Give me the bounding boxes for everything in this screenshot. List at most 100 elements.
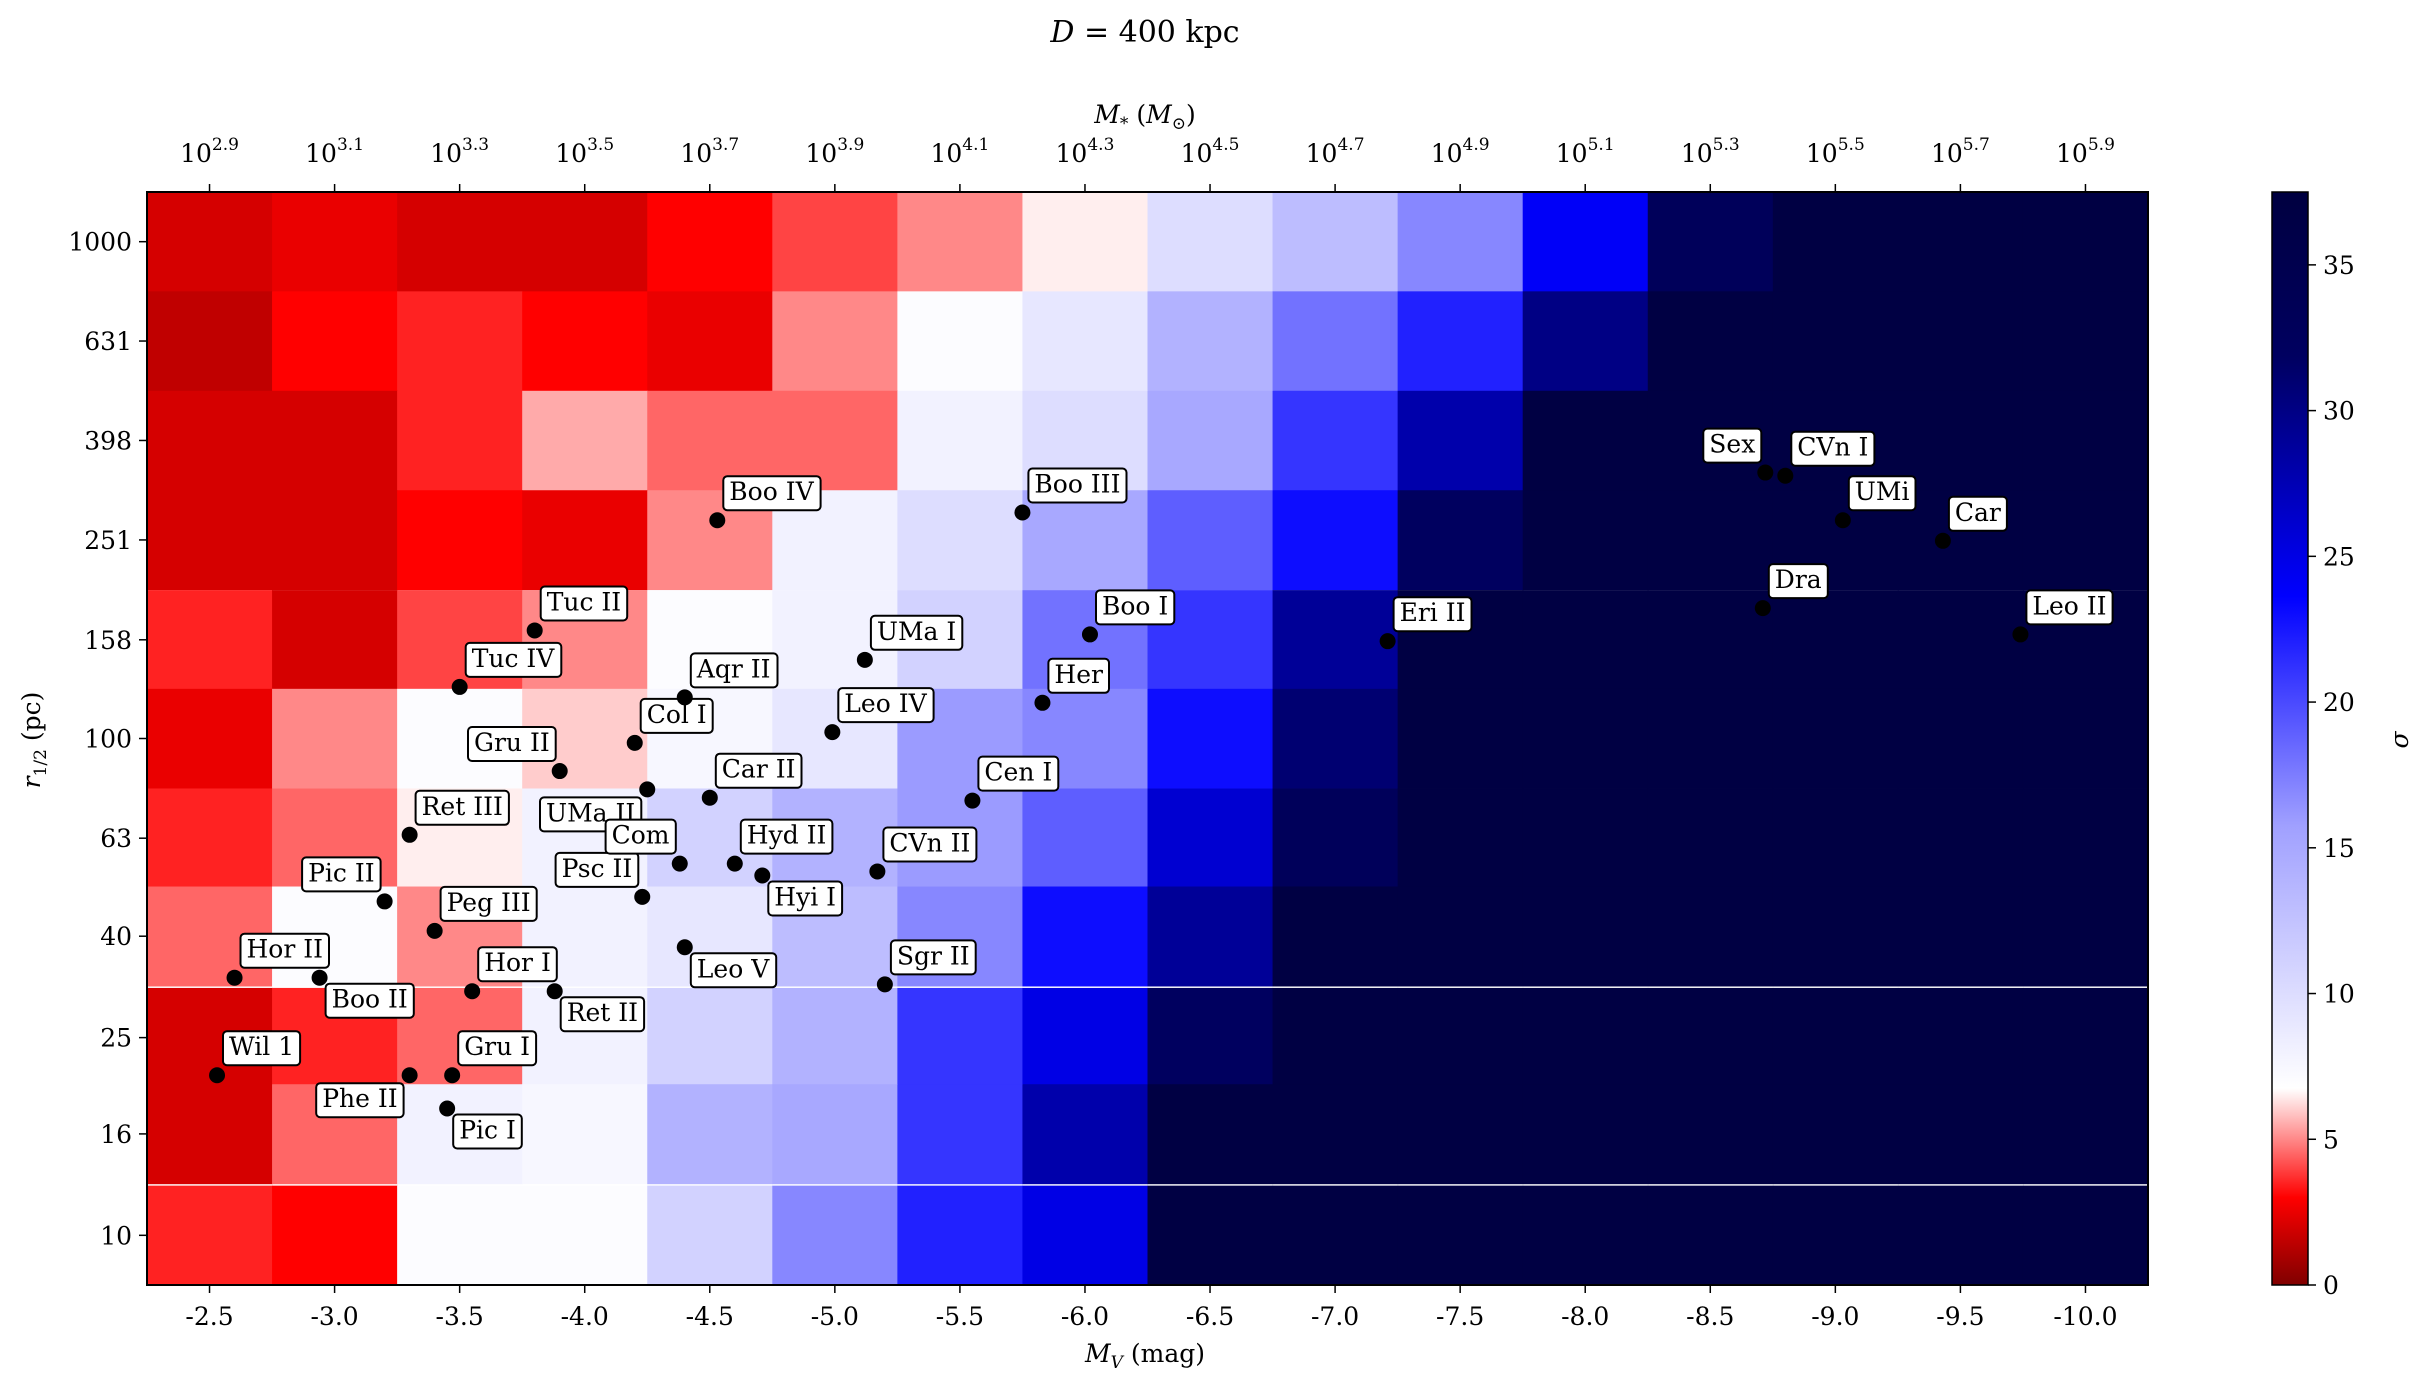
heatmap-cell <box>772 987 898 1088</box>
top-tick-label: 105.1 <box>1556 135 1615 168</box>
galaxy-point: Sex <box>1702 427 1774 481</box>
x-tick-label: -3.0 <box>310 1302 358 1331</box>
heatmap-cell <box>1897 390 2024 491</box>
galaxy-label: UMi <box>1855 477 1910 506</box>
galaxy-label: Tuc IV <box>472 644 556 673</box>
x-tick-label: -5.5 <box>936 1302 984 1331</box>
heatmap-cell <box>1897 590 2024 691</box>
heatmap-cell <box>1147 490 1274 591</box>
heatmap-cell <box>147 788 273 889</box>
top-tick-label: 105.3 <box>1681 135 1740 168</box>
heatmap-cell <box>1147 192 1274 292</box>
heatmap-cell <box>2022 688 2149 789</box>
heatmap-cell <box>522 192 648 292</box>
heatmap-cell <box>2022 490 2149 591</box>
top-tick-label: 103.9 <box>805 135 864 168</box>
heatmap-cell <box>1272 1084 1399 1185</box>
heatmap-cell <box>1897 192 2024 292</box>
galaxy-dot <box>376 893 393 910</box>
heatmap-cell <box>1397 1185 1524 1286</box>
galaxy-label: Her <box>1054 660 1103 689</box>
heatmap-cell <box>1147 1084 1274 1185</box>
galaxy-point: Boo II <box>311 969 415 1019</box>
galaxy-label: Phe II <box>322 1084 397 1113</box>
heatmap-cell <box>1897 291 2024 392</box>
colorbar-tick-label: 0 <box>2323 1271 2339 1300</box>
x-tick-label: -9.0 <box>1811 1302 1859 1331</box>
heatmap-cell <box>272 390 398 491</box>
chart-title: D = 400 kpc <box>1049 15 1239 50</box>
heatmap-cell <box>1897 688 2024 789</box>
galaxy-dot <box>401 1067 418 1084</box>
heatmap-cell <box>1022 291 1149 392</box>
heatmap-cell <box>1897 788 2024 889</box>
galaxy-label: Dra <box>1775 565 1822 594</box>
heatmap-cell <box>1522 1084 1649 1185</box>
y-tick-label: 25 <box>100 1024 132 1053</box>
heatmap-cell <box>272 490 398 591</box>
galaxy-dot <box>1757 464 1774 481</box>
heatmap-cell <box>1147 788 1274 889</box>
heatmap-cell <box>2022 390 2149 491</box>
heatmap-cell <box>1897 987 2024 1088</box>
heatmap-cell <box>1022 1084 1149 1185</box>
heatmap-cell <box>522 490 648 591</box>
galaxy-label-box <box>1790 430 1876 467</box>
heatmap-cell <box>1647 886 1774 987</box>
galaxy-point: Com <box>604 818 688 872</box>
top-tick-label: 105.7 <box>1931 135 1990 168</box>
heatmap-cell <box>147 390 273 491</box>
galaxy-point: Ret II <box>546 983 646 1033</box>
x-tick-label: -4.5 <box>686 1302 734 1331</box>
heatmap-cell <box>1272 688 1399 789</box>
galaxy-label: Aqr II <box>696 654 771 683</box>
colorbar-tick-label: 20 <box>2323 688 2355 717</box>
galaxy-label: Car <box>1955 498 2001 527</box>
galaxy-dot <box>709 512 726 529</box>
colorbar-tick-label: 5 <box>2323 1125 2339 1154</box>
heatmap-cell <box>1022 1185 1149 1286</box>
galaxy-dot <box>1014 504 1031 521</box>
x-tick-label: -6.5 <box>1186 1302 1234 1331</box>
heatmap-cell <box>772 1084 898 1185</box>
heatmap-cell <box>1522 688 1649 789</box>
heatmap-cell <box>1772 688 1899 789</box>
heatmap-cell <box>2022 1084 2149 1185</box>
galaxy-label-box <box>2025 589 2114 626</box>
heatmap-cell <box>1647 291 1774 392</box>
galaxy-dot <box>824 724 841 741</box>
heatmap-cell <box>1022 886 1149 987</box>
galaxy-label: Ret III <box>422 792 503 821</box>
heatmap-cell <box>1522 987 1649 1088</box>
galaxy-dot <box>426 922 443 939</box>
galaxy-label: Psc II <box>562 854 633 883</box>
galaxy-label-box <box>882 826 978 863</box>
galaxy-label-box <box>1095 589 1176 626</box>
top-tick-label: 104.9 <box>1431 135 1490 168</box>
x-tick-label: -9.5 <box>1936 1302 1984 1331</box>
galaxy-dot <box>209 1067 226 1084</box>
heatmap-cell <box>897 1185 1024 1286</box>
galaxy-label-box <box>1027 467 1128 504</box>
heatmap-cell <box>1397 490 1524 591</box>
heatmap-cell <box>1147 291 1274 392</box>
galaxy-dot <box>311 969 328 986</box>
galaxy-point: Leo II <box>2012 589 2114 643</box>
heatmap-cell <box>2022 291 2149 392</box>
heatmap-cell <box>1397 291 1524 392</box>
galaxy-point: CVn I <box>1777 430 1876 484</box>
heatmap-cell <box>1272 788 1399 889</box>
heatmap-cell <box>1147 886 1274 987</box>
heatmap-cell <box>647 291 773 392</box>
heatmap-cell <box>772 291 898 392</box>
galaxy-dot <box>401 826 418 843</box>
heatmap-cell <box>1647 1185 1774 1286</box>
heatmap-cell <box>397 490 523 591</box>
galaxy-point: Sgr II <box>876 939 977 993</box>
galaxy-label: Com <box>612 821 670 850</box>
galaxy-label-box <box>837 687 935 724</box>
heatmap-cell <box>147 688 273 789</box>
heatmap-cell <box>647 390 773 491</box>
galaxy-dot <box>526 622 543 639</box>
galaxy-dot <box>1934 532 1951 549</box>
